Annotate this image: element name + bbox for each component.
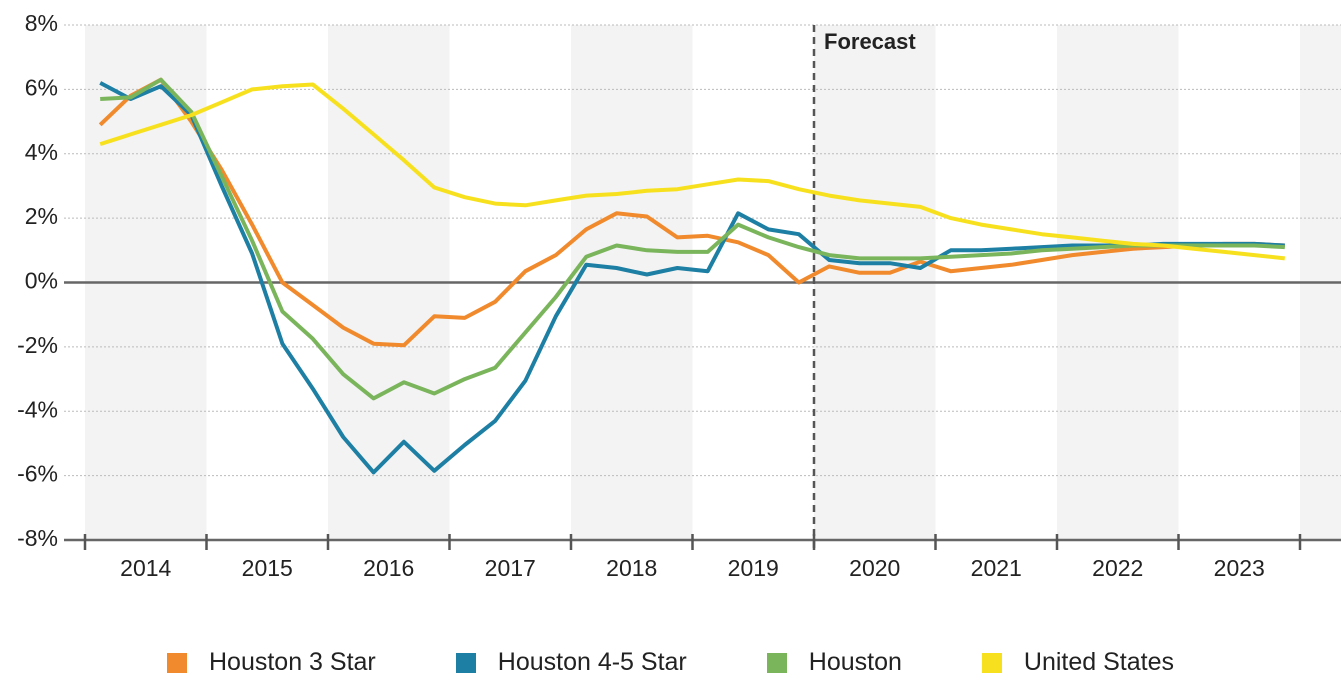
x-tick-label: 2017	[485, 555, 536, 581]
legend-item: Houston 3 Star	[167, 648, 376, 677]
line-series	[100, 77, 1285, 401]
line-series	[98, 77, 1285, 348]
x-tick-label: 2023	[1214, 555, 1265, 581]
legend-label: United States	[1023, 648, 1174, 676]
x-tick-label: 2020	[849, 555, 900, 581]
y-tick-label: 4%	[25, 139, 58, 165]
legend-item: United States	[981, 648, 1174, 677]
x-tick-label: 2018	[606, 555, 657, 581]
y-tick-label: 8%	[25, 10, 58, 36]
x-tick-label: 2016	[363, 555, 414, 581]
x-tick-label: 2022	[1092, 555, 1143, 581]
legend-item: Houston 4-5 Star	[455, 648, 687, 677]
y-tick-label: 6%	[25, 74, 58, 100]
y-tick-label: -4%	[17, 396, 58, 422]
x-tick-label: 2021	[971, 555, 1022, 581]
y-tick-label: -6%	[17, 461, 58, 487]
x-tick-label: 2014	[120, 555, 171, 581]
y-tick-label: -2%	[17, 332, 58, 358]
legend-label: Houston 3 Star	[209, 648, 376, 676]
legend-swatch	[455, 652, 476, 673]
y-tick-label: 2%	[25, 203, 58, 229]
legend-swatch	[167, 652, 187, 673]
line-series	[99, 81, 1285, 475]
legend-label: Houston	[808, 648, 902, 676]
legend-item: Houston	[766, 648, 902, 677]
y-tick-label: 0%	[25, 268, 58, 294]
legend-label: Houston 4-5 Star	[497, 648, 687, 676]
chart: -8% -6% -4% -2% 0% 2% 4% 6% 8% 2014 2015 2016 2017 20…	[17, 10, 1341, 581]
forecast-label: Forecast	[824, 29, 916, 54]
line-series	[99, 82, 1286, 261]
legend: Houston 3 Star Houston 4-5 Star Houston Uni…	[0, 648, 1341, 677]
x-tick-label: 2019	[728, 555, 779, 581]
legend-swatch	[766, 652, 787, 673]
legend-swatch	[981, 652, 1002, 673]
x-tick-label: 2015	[242, 555, 293, 581]
y-tick-label: -8%	[17, 525, 58, 551]
